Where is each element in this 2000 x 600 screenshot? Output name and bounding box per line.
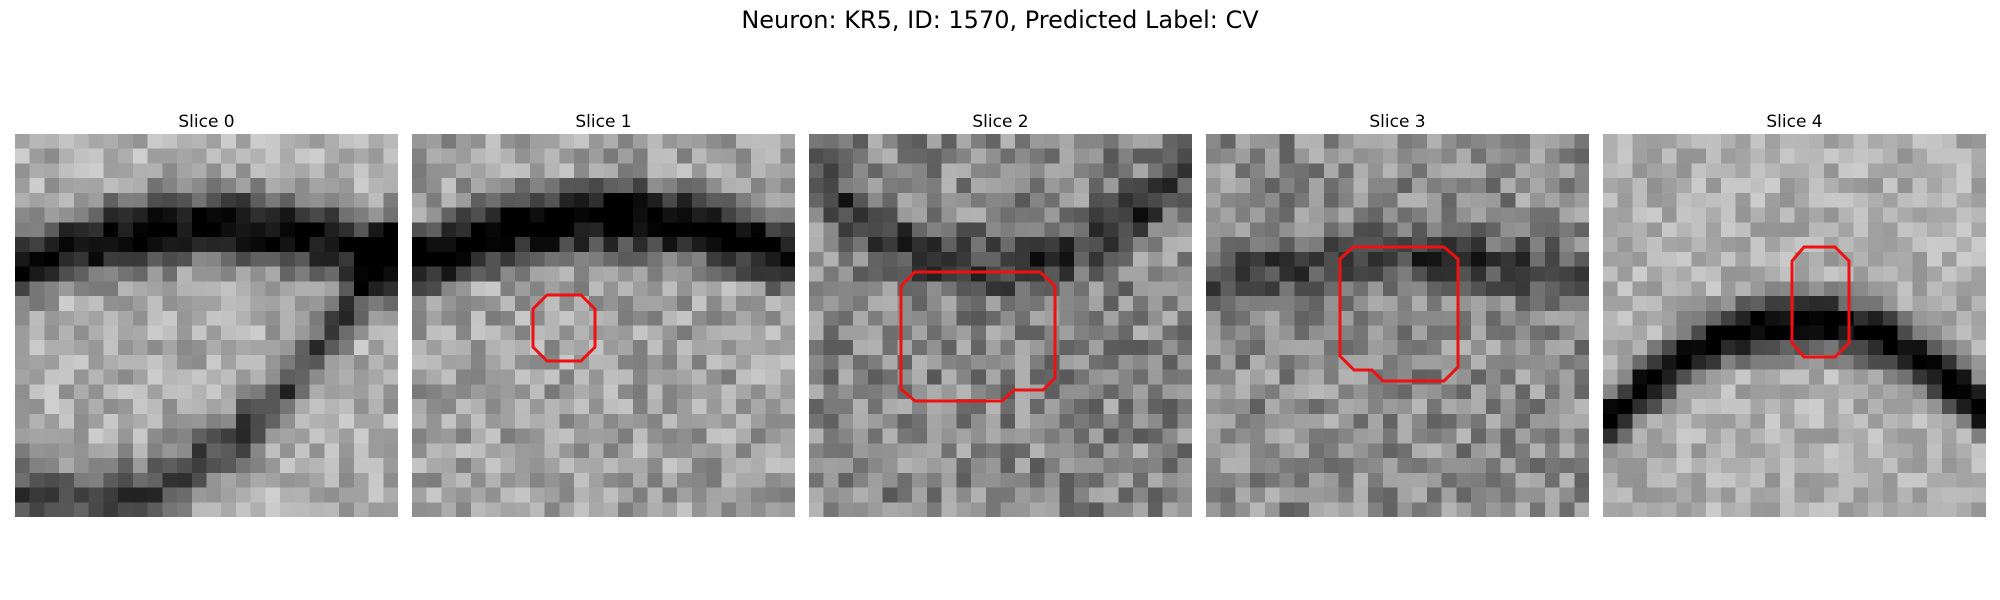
slice-panel-1: Slice 1: [412, 110, 795, 517]
roi-overlay: [899, 270, 1057, 403]
slice-panel-2: Slice 2: [809, 110, 1192, 517]
roi-overlay: [1790, 245, 1851, 359]
roi-outline: [1790, 245, 1851, 359]
slice-title: Slice 3: [1369, 112, 1426, 132]
slice-image: [1206, 134, 1589, 517]
slice-image: [15, 134, 398, 517]
slice-title: Slice 2: [972, 112, 1029, 132]
slice-title: Slice 4: [1766, 112, 1823, 132]
roi-overlay: [531, 293, 597, 363]
slice-image: [412, 134, 795, 517]
slice-panel-4: Slice 4: [1603, 110, 1986, 517]
roi-outline: [1338, 245, 1460, 383]
roi-overlay: [1338, 245, 1460, 383]
slice-title: Slice 0: [178, 112, 235, 132]
roi-outline: [531, 293, 597, 363]
roi-outline: [899, 270, 1057, 403]
slice-image: [809, 134, 1192, 517]
slice-title: Slice 1: [575, 112, 632, 132]
slice-panel-3: Slice 3: [1206, 110, 1589, 517]
figure-title: Neuron: KR5, ID: 1570, Predicted Label: …: [741, 6, 1259, 34]
slice-image: [1603, 134, 1986, 517]
slice-panel-0: Slice 0: [15, 110, 398, 517]
